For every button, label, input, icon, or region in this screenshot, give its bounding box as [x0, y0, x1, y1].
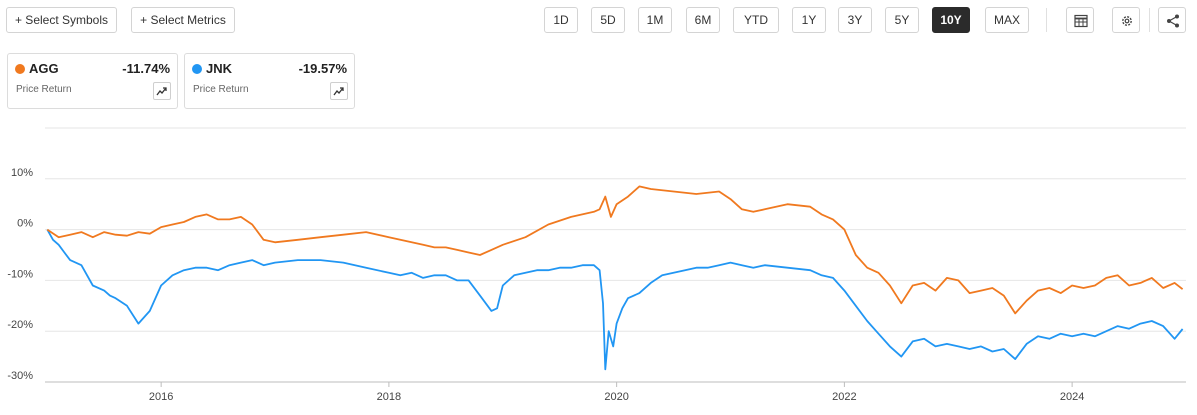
- range-1d-button[interactable]: 1D: [544, 7, 578, 33]
- range-5d-button[interactable]: 5D: [591, 7, 625, 33]
- series-line-jnk: [46, 229, 1184, 371]
- select-metrics-button[interactable]: + Select Metrics: [131, 7, 235, 33]
- toolbar-divider: [1046, 8, 1047, 32]
- y-tick-label: 10%: [11, 167, 33, 179]
- select-symbols-button[interactable]: + Select Symbols: [6, 7, 117, 33]
- settings-button[interactable]: [1112, 7, 1140, 33]
- range-1m-button[interactable]: 1M: [638, 7, 672, 33]
- chart-grid: [45, 127, 1186, 383]
- agg-color-dot: [15, 64, 25, 74]
- share-button[interactable]: [1158, 7, 1186, 33]
- legend-metric: Price Return: [193, 84, 249, 95]
- y-tick-label: 0%: [17, 218, 33, 230]
- table-view-button[interactable]: [1066, 7, 1094, 33]
- legend-metric: Price Return: [16, 84, 72, 95]
- x-tick-label: 2018: [377, 391, 401, 403]
- x-axis: 2016 2018 2020 2022 2024: [149, 382, 1084, 403]
- range-5y-button[interactable]: 5Y: [885, 7, 919, 33]
- share-icon: [1167, 14, 1179, 28]
- trend-arrow-icon: [156, 87, 167, 96]
- y-tick-label: -20%: [7, 319, 33, 331]
- x-tick-label: 2016: [149, 391, 173, 403]
- price-return-chart[interactable]: 10% 0% -10% -20% -30% 2016 2018 2020 2022 2024: [0, 120, 1197, 415]
- range-3y-button[interactable]: 3Y: [838, 7, 872, 33]
- legend-symbol: AGG: [29, 61, 59, 76]
- legend-card-jnk[interactable]: JNK -19.57% Price Return: [184, 53, 355, 109]
- x-tick-label: 2024: [1060, 391, 1084, 403]
- x-tick-label: 2022: [832, 391, 856, 403]
- y-tick-label: -10%: [7, 268, 33, 280]
- toolbar-divider-2: [1149, 8, 1150, 32]
- chart-series: [46, 185, 1184, 371]
- legend-value: -19.57%: [298, 61, 347, 76]
- range-1y-button[interactable]: 1Y: [792, 7, 826, 33]
- range-ytd-button[interactable]: YTD: [733, 7, 779, 33]
- legend-symbol: JNK: [206, 61, 233, 76]
- range-10y-button[interactable]: 10Y: [932, 7, 970, 33]
- settings-icon: [1122, 16, 1132, 26]
- jnk-color-dot: [192, 64, 202, 74]
- trend-button[interactable]: [330, 82, 348, 100]
- range-6m-button[interactable]: 6M: [686, 7, 720, 33]
- series-line-agg: [46, 185, 1184, 315]
- legend-card-agg[interactable]: AGG -11.74% Price Return: [7, 53, 178, 109]
- y-axis: 10% 0% -10% -20% -30%: [7, 167, 33, 382]
- table-icon: [1074, 14, 1088, 28]
- range-max-button[interactable]: MAX: [985, 7, 1029, 33]
- legend-value: -11.74%: [122, 61, 170, 76]
- trend-button[interactable]: [153, 82, 171, 100]
- trend-arrow-icon: [333, 87, 344, 96]
- x-tick-label: 2020: [604, 391, 628, 403]
- y-tick-label: -30%: [7, 370, 33, 382]
